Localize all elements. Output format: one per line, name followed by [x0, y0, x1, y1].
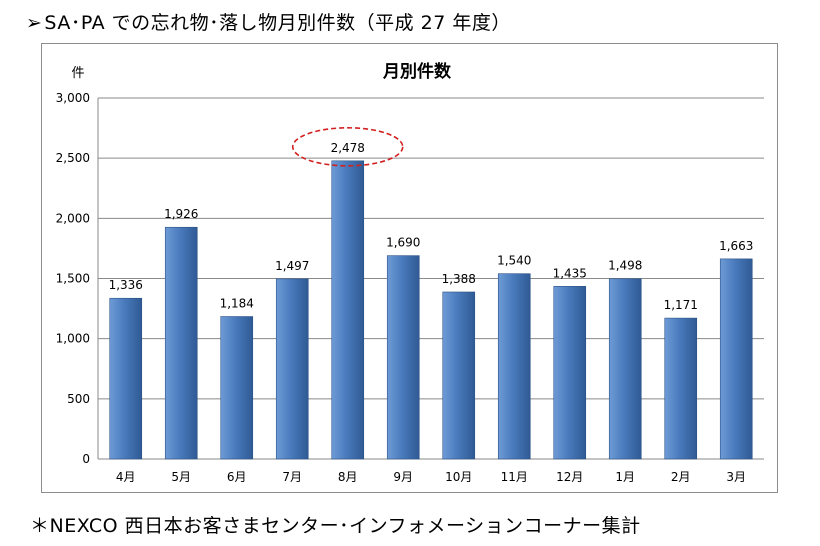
y-tick-label: 1,500: [56, 272, 90, 286]
y-tick-label: 2,500: [56, 151, 90, 165]
x-tick-label: 4月: [116, 470, 136, 484]
bar: [497, 273, 531, 460]
x-tick-label: 1月: [615, 470, 635, 484]
category-labels: 4月 5月 6月 7月 8月 9月 10月 11月 12月 1月 2月 3月: [116, 470, 746, 484]
source-footnote: ＊NEXCO 西日本お客さまセンター･インフォメーションコーナー集計: [30, 515, 641, 537]
chart-frame: 月別件数 件 0 500 1,000 1,500 2,000 2,500 3,000 4月 5…: [41, 43, 778, 493]
bar: [220, 316, 254, 460]
y-axis-unit-label: 件: [71, 66, 84, 81]
x-tick-label: 8月: [338, 470, 358, 484]
x-tick-label: 7月: [282, 470, 302, 484]
y-tick-label: 2,000: [56, 211, 90, 225]
data-label: 1,498: [608, 259, 642, 273]
bar: [608, 278, 642, 460]
data-label: 2,478: [331, 141, 365, 155]
bar: [275, 278, 309, 460]
bar: [664, 317, 698, 460]
data-label: 1,435: [553, 266, 587, 280]
page-heading: ➢ SA･PA での忘れ物･落し物月別件数（平成 27 年度）: [26, 8, 511, 35]
x-tick-label: 5月: [171, 470, 191, 484]
x-tick-label: 3月: [726, 470, 746, 484]
y-tick-label: 500: [67, 392, 90, 406]
bars: [109, 160, 753, 460]
y-tick-labels: 0 500 1,000 1,500 2,000 2,500 3,000: [56, 91, 90, 466]
data-label: 1,663: [719, 239, 753, 253]
data-label: 1,926: [164, 207, 198, 221]
y-tick-label: 1,000: [56, 332, 90, 346]
bar-chart: 月別件数 件 0 500 1,000 1,500 2,000 2,500 3,000 4月 5…: [56, 61, 764, 484]
bar: [109, 297, 143, 460]
heading-text: SA･PA での忘れ物･落し物月別件数（平成 27 年度）: [44, 12, 511, 34]
data-label: 1,184: [220, 297, 254, 311]
x-tick-label: 2月: [671, 470, 691, 484]
x-tick-label: 11月: [501, 470, 528, 484]
data-label: 1,690: [386, 236, 420, 250]
data-label: 1,388: [442, 272, 476, 286]
arrow-bullet-icon: ➢: [26, 12, 43, 34]
bar: [442, 291, 476, 460]
value-labels: 1,336 1,926 1,184 1,497 2,478 1,690 1,388 1,540…: [109, 141, 754, 312]
bar: [331, 160, 365, 460]
y-tick-label: 0: [82, 452, 90, 466]
data-label: 1,497: [275, 259, 309, 273]
x-tick-label: 12月: [556, 470, 583, 484]
bar: [719, 258, 753, 460]
data-label: 1,540: [497, 254, 531, 268]
chart-title: 月別件数: [382, 61, 452, 82]
x-tick-label: 9月: [393, 470, 413, 484]
y-tick-label: 3,000: [56, 91, 90, 105]
gridlines: [97, 97, 764, 460]
data-label: 1,171: [664, 298, 698, 312]
x-tick-label: 6月: [227, 470, 247, 484]
x-tick-label: 10月: [445, 470, 472, 484]
data-label: 1,336: [109, 278, 143, 292]
bar: [386, 255, 420, 460]
bar: [553, 286, 587, 460]
bar: [164, 226, 198, 460]
